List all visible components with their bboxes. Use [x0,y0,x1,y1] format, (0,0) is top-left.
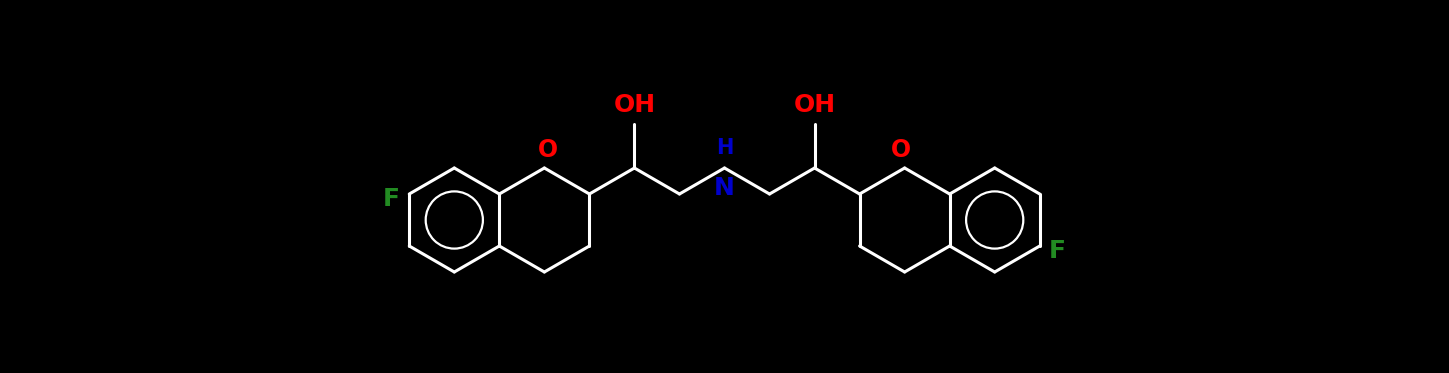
Text: N: N [714,176,735,200]
Text: O: O [539,138,558,162]
Text: O: O [891,138,910,162]
Text: H: H [716,138,733,158]
Text: F: F [383,187,400,211]
Text: OH: OH [794,93,836,117]
Text: F: F [1049,239,1066,263]
Text: OH: OH [613,93,655,117]
